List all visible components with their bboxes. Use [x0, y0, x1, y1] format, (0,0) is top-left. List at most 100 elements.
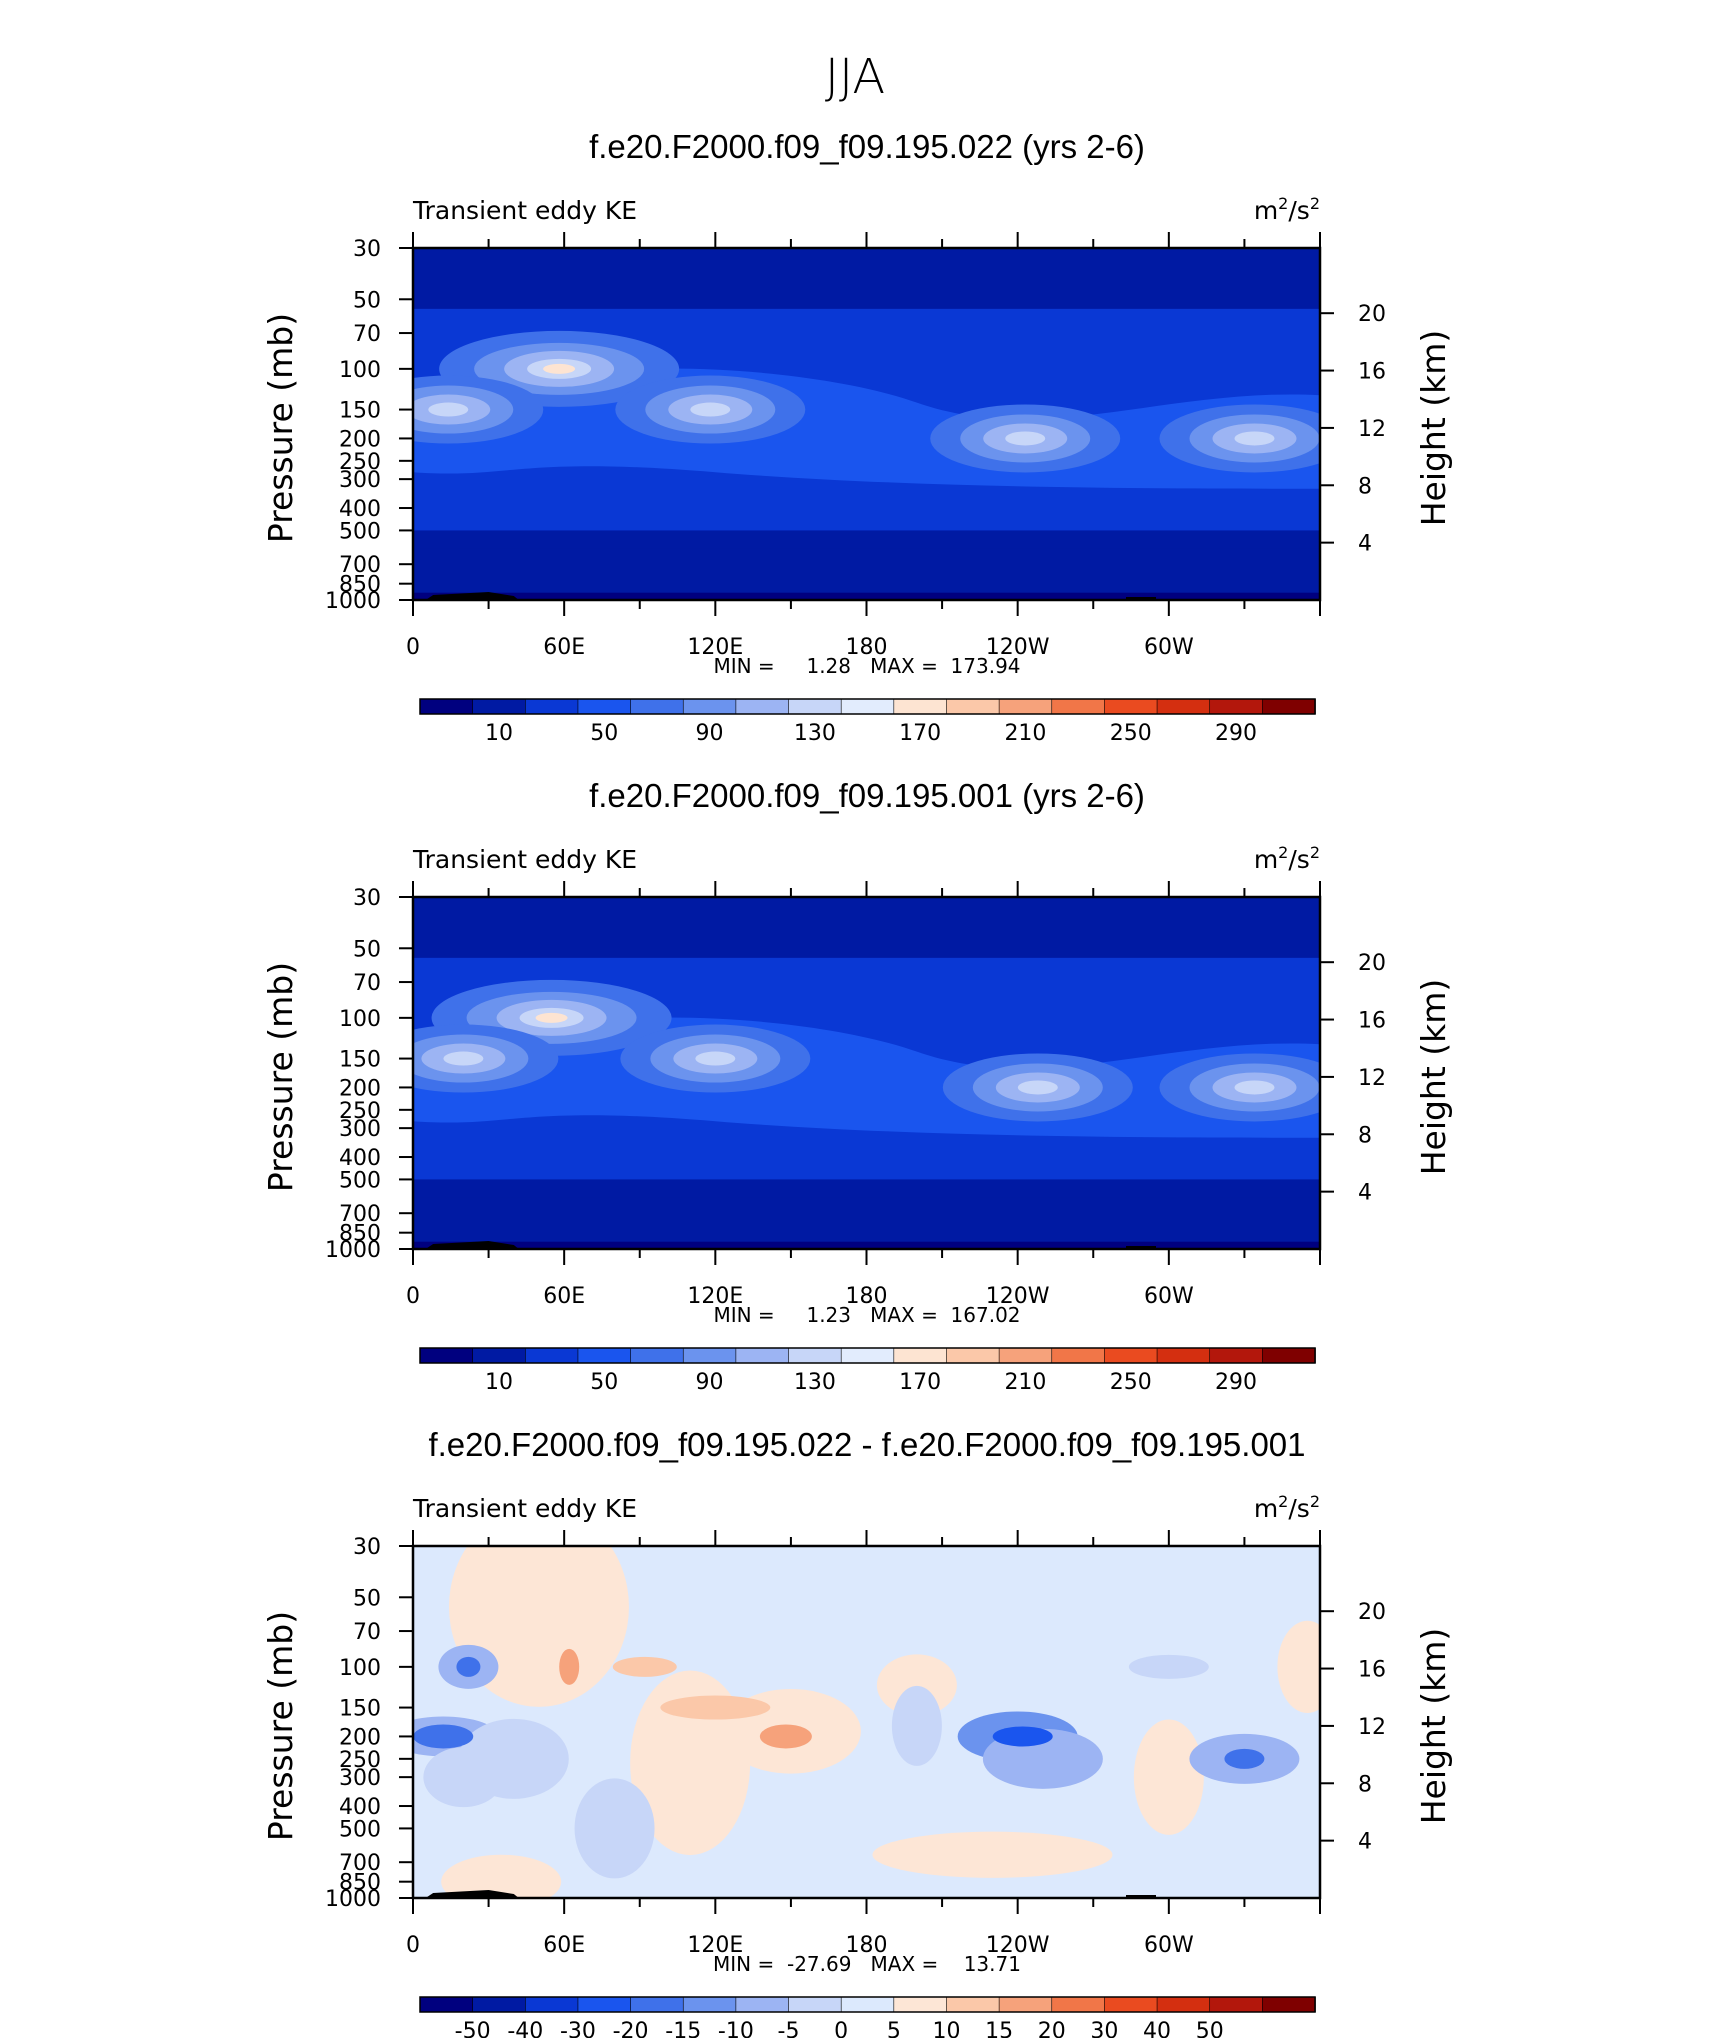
x-tick-label: 120E — [687, 635, 743, 660]
colorbar-swatch — [577, 1347, 632, 1364]
colorbar-label: -10 — [718, 2019, 754, 2038]
core-center — [695, 1051, 736, 1066]
terrain — [425, 592, 519, 600]
colorbar: 10 50 90 130 170 210 250 290 — [419, 1347, 1316, 1395]
x-tick-label: 0 — [406, 1284, 420, 1309]
pos-patch — [441, 1854, 562, 1898]
colorbar-label: 130 — [794, 1370, 836, 1395]
x-tick-label: 0 — [406, 1933, 420, 1958]
terrain — [1126, 1246, 1157, 1249]
colorbar-swatch — [472, 698, 527, 715]
x-axis: 0 60E 120E 180 120W 60W — [406, 881, 1321, 1309]
colorbar-label: -40 — [507, 2019, 543, 2038]
contour-field — [413, 897, 1320, 1249]
core-center — [428, 402, 469, 417]
colorbar-swatch — [1209, 1996, 1264, 2013]
pos-patch — [876, 1654, 957, 1716]
colorbar-label: 10 — [485, 1370, 513, 1395]
colorbar-label: 30 — [1090, 2019, 1118, 2038]
colorbar-swatch — [1104, 1347, 1158, 1364]
colorbar-swatch — [840, 698, 895, 715]
colorbar-swatch — [840, 1996, 895, 2013]
colorbar-swatch — [577, 1996, 632, 2013]
y2-tick-label: 16 — [1358, 1009, 1386, 1034]
colorbar-label: 40 — [1143, 2019, 1171, 2038]
colorbar-swatch — [946, 1996, 1000, 2013]
y-tick-label: 30 — [353, 1535, 381, 1560]
panel-3: f.e20.F2000.f09_f09.195.022 - f.e20.F200… — [261, 1426, 1453, 2038]
neg-core — [413, 1724, 474, 1749]
colorbar-frame — [419, 1347, 1316, 1364]
contour-field — [413, 1546, 1320, 1898]
core-center — [1234, 431, 1275, 446]
colorbar-label: 10 — [485, 721, 513, 746]
pos-patch — [872, 1831, 1113, 1878]
min-max-label: MIN = 1.23 MAX = 167.02 — [713, 1303, 1020, 1327]
x-tick-label: 120W — [986, 635, 1050, 660]
colorbar-label: 10 — [932, 2019, 960, 2038]
neg-patch — [458, 1718, 569, 1799]
terrain — [1126, 597, 1157, 600]
colorbar-swatch — [788, 1996, 842, 2013]
x-tick-label: 180 — [846, 635, 888, 660]
colorbar-swatch — [1156, 1996, 1211, 2013]
units-label: m2/s2 — [1254, 1492, 1320, 1523]
colorbar-swatch — [735, 1347, 790, 1364]
colorbar-swatch — [472, 1996, 527, 2013]
y-tick-label: 700 — [339, 1851, 381, 1876]
pos-mid — [660, 1695, 771, 1720]
terrain — [1126, 1895, 1157, 1898]
colorbar-swatch — [998, 1347, 1053, 1364]
band-surface — [413, 1241, 1320, 1249]
x-tick-label: 60W — [1144, 1933, 1194, 1958]
y-tick-label: 300 — [339, 468, 381, 493]
core-center — [443, 1051, 484, 1066]
neg-patch — [574, 1778, 655, 1879]
y-tick-label: 850 — [339, 573, 381, 598]
colorbar-swatch — [682, 1996, 737, 2013]
y-tick-label: 200 — [339, 427, 381, 452]
colorbar-label: -50 — [455, 2019, 491, 2038]
colorbar-label: 170 — [899, 1370, 941, 1395]
colorbar-label: 0 — [834, 2019, 848, 2038]
colorbar-swatch — [998, 1996, 1053, 2013]
colorbar-swatch — [419, 1347, 474, 1364]
y-tick-label: 250 — [339, 1748, 381, 1773]
y2-tick-label: 20 — [1358, 951, 1386, 976]
y2-axis-title: Height (km) — [1414, 1628, 1453, 1825]
y-tick-label: 150 — [339, 1697, 381, 1722]
y2-tick-label: 16 — [1358, 1658, 1386, 1683]
colorbar-swatch — [1209, 698, 1264, 715]
x-tick-label: 120W — [986, 1284, 1050, 1309]
y-tick-label: 100 — [339, 358, 381, 383]
y2-axis-title: Height (km) — [1414, 330, 1453, 527]
min-max-label: MIN = -27.69 MAX = 13.71 — [713, 1952, 1021, 1976]
colorbar-swatch — [1209, 1347, 1264, 1364]
colorbar-frame — [419, 698, 1316, 715]
y-tick-label: 400 — [339, 1795, 381, 1820]
neg-core — [1224, 1748, 1265, 1769]
colorbar-swatch — [419, 1996, 474, 2013]
y-tick-label: 150 — [339, 399, 381, 424]
colorbar-label: 210 — [1004, 721, 1046, 746]
colorbar-swatch — [1051, 1996, 1106, 2013]
pos-patch — [1277, 1620, 1320, 1713]
core-center — [1234, 1080, 1275, 1095]
y-tick-label: 70 — [353, 322, 381, 347]
y-tick-label: 70 — [353, 971, 381, 996]
colorbar-swatch — [946, 1347, 1000, 1364]
y-tick-label: 200 — [339, 1076, 381, 1101]
y-tick-label: 50 — [353, 1586, 381, 1611]
colorbar-swatch — [1262, 1996, 1316, 2013]
y-tick-label: 400 — [339, 1146, 381, 1171]
y-tick-label: 250 — [339, 450, 381, 475]
colorbar: -50 -40 -30 -20 -15 -10 -5 0 5 10 15 20 30 40 50 — [419, 1996, 1316, 2038]
y-axis-right: 4 8 12 16 20 — [1320, 951, 1386, 1206]
colorbar-label: 170 — [899, 721, 941, 746]
core-center — [1005, 431, 1046, 446]
colorbar-label: 90 — [696, 721, 724, 746]
panel-1: f.e20.F2000.f09_f09.195.022 (yrs 2-6) Tra… — [261, 128, 1453, 746]
terrain — [425, 1890, 519, 1898]
neg-patch — [1128, 1654, 1209, 1679]
